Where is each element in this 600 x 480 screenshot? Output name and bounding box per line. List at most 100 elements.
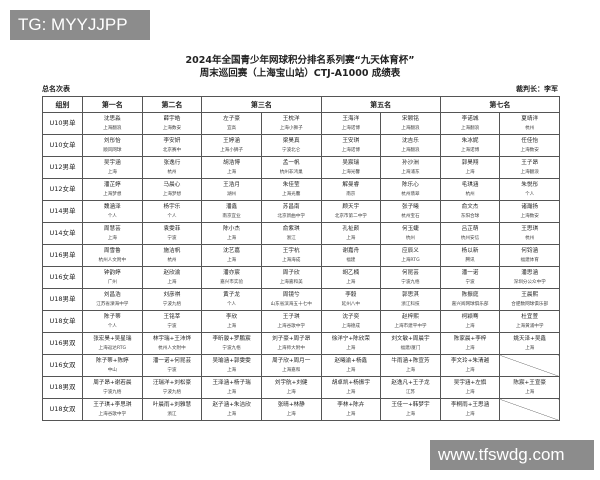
club: 杭州 xyxy=(405,235,416,241)
club: 上海 xyxy=(107,169,117,175)
player: 胡浩博 xyxy=(223,159,240,166)
club: 嘉兴阅网球俱乐部 xyxy=(451,301,489,307)
club: 宁波九梧 xyxy=(401,279,420,285)
result-cell: 王子昂 上海翻浪 xyxy=(499,156,560,179)
club: 上海师大附中 xyxy=(277,345,305,351)
player: 汪瑞洋+刘松豪 xyxy=(152,379,192,386)
result-cell: 钟韵婷 广州 xyxy=(82,266,143,289)
player: 陈乐心 xyxy=(402,181,419,188)
result-cell: 朱佳莹 上海光馨 xyxy=(260,178,322,201)
row: U10女单 刘彤怡 顺风网球 李安妍 北京赛中 王婷涵 上海小狮子 梁昊真 宁波北仑 王安琪 上海诺… xyxy=(42,134,560,157)
result-cell: 王宇杭 上海海成 xyxy=(260,244,322,267)
player: 周镜兮 xyxy=(282,291,300,298)
player: 王铭莘 xyxy=(163,313,181,320)
player: 王婷涵 xyxy=(223,137,240,144)
result-cell: 顾天宇 北京市第二中学 xyxy=(320,200,382,223)
player: 李欣 xyxy=(225,313,238,320)
result-cell: 刘宇航+刘健 上海 xyxy=(260,376,322,399)
player: 顾天宇 xyxy=(342,203,360,210)
group: U14女单 xyxy=(42,222,83,245)
result-cell: 王浩月 湖州 xyxy=(201,178,262,201)
result-cell: 潘一诺 宁波 xyxy=(439,266,501,289)
row: U16女单 钟韵婷 广州 赵欣渝 上海 潘亦宸 嘉兴市实验 周子欣 上海嘉和美 胡乙楠 上海 何昆芸宁… xyxy=(42,266,560,289)
result-cell: 汪瑞洋+刘松豪 宁波九梧 xyxy=(141,376,203,399)
player: 杨宇乐 xyxy=(163,203,181,210)
result-cell: 周慧芸 上海 xyxy=(82,222,143,245)
result-cell: 张子曦 杭州宝石 xyxy=(380,200,441,223)
club: 上海 xyxy=(346,411,356,417)
row: U12女单 潘芷婷 上海梦想 马晨心 上海梦想 王浩月 湖州 朱佳莹 上海光馨 解曼睿 南京 陈乐心杭… xyxy=(42,178,560,201)
club: 上海翻浪 xyxy=(460,125,480,131)
player: 陈子蒂 xyxy=(103,313,121,320)
club: 上海 xyxy=(465,367,475,373)
result-cell: 赵梓熙 上海市建平中学 xyxy=(380,310,441,333)
title: 2024年全国青少年网球积分排名系列赛“九天体育杯” xyxy=(185,55,415,66)
result-cell: 陈小杰 上海 xyxy=(201,222,262,245)
result-cell: 宋颢铭 上海翻浪 xyxy=(380,112,441,135)
player: 沈子奕 xyxy=(342,313,360,320)
club: 杭州 xyxy=(167,257,177,263)
club: 上海 xyxy=(226,389,237,395)
club: 上海 xyxy=(286,411,296,417)
club: 杭州安信 xyxy=(460,235,480,241)
club: 广州 xyxy=(107,279,117,285)
club: 上海 xyxy=(226,367,237,373)
player: 张晴+林静 xyxy=(277,401,305,408)
club: 上海嘉和美 xyxy=(279,279,303,285)
club: 宁波 xyxy=(465,279,475,285)
club: 上海诺博 xyxy=(341,125,360,131)
result-cell: 沈艺嘉 上海 xyxy=(201,244,262,267)
club: 合肥数网球俱乐部 xyxy=(511,301,549,307)
result-cell: 吕芷萌 杭州安信 xyxy=(439,222,501,245)
group: U16女单 xyxy=(42,266,83,289)
club: 杭州 xyxy=(465,191,475,197)
header-row: 组别 第一名 第二名 第三名 第五名 第七名 xyxy=(42,96,561,113)
player: 袁雯菲 xyxy=(163,225,181,232)
referee: 裁判长：李军 xyxy=(516,85,558,93)
result-cell: 张逸行 杭州 xyxy=(141,156,203,179)
group: U18男双 xyxy=(42,376,83,399)
player: 王泽涵+杨子瑞 xyxy=(212,379,251,386)
player: 王宇杭 xyxy=(282,247,300,254)
player: 毛琪涵 xyxy=(461,181,479,188)
empty-cell xyxy=(499,354,560,377)
club: 上海 xyxy=(346,279,356,285)
club: 上海 xyxy=(226,323,237,329)
result-cell: 俞文杰 东阳合球 xyxy=(439,200,501,223)
result-cell: 任佳怡 上海数安 xyxy=(499,134,560,157)
row: U16女双 陈子蒂+陈婷 中山 潘一诺+何昆芸 宁波 吴瑜涵+郭雯雯 上海 周子欣+周月一 上海… xyxy=(42,354,560,377)
club: 上海 xyxy=(346,345,356,351)
result-cell: 俞紫琪 浙江 xyxy=(260,222,322,245)
club: 上海RTG xyxy=(401,257,420,263)
player: 王浩月 xyxy=(223,181,240,188)
result-cell: 魏涵泽 个人 xyxy=(82,200,143,223)
player: 胡卓凯+杨振宇 xyxy=(331,379,370,386)
player: 周雪鲁 xyxy=(103,247,121,254)
result-cell: 刘彦祺 宁波九梧 xyxy=(141,288,203,311)
row: U18女双 王子琪+李思琪 上海谷歌中学 叶晨雨+刘雅慧 浙江 赵子涵+朱洁欣 上海 张晴+林… xyxy=(42,398,560,421)
club: 个人 xyxy=(226,301,237,307)
player: 陈小杰 xyxy=(223,225,240,232)
player: 杜宜萱 xyxy=(521,313,539,320)
group: U18女单 xyxy=(42,310,83,333)
player: 潘芷婷 xyxy=(103,181,121,188)
club: 上海 xyxy=(465,411,475,417)
result-cell: 柯颖骞 上海 xyxy=(439,310,501,333)
player: 李诺城 xyxy=(461,115,479,122)
result-cell: 刘文敏+周晨宇 福建/厦门 xyxy=(380,332,441,355)
column-header: 组别 xyxy=(42,96,83,113)
player: 潘一诺+何昆芸 xyxy=(152,357,192,364)
player: 潘思涵 xyxy=(521,269,539,276)
club: 湖州 xyxy=(226,191,237,197)
club: 杭州非鸿巢 xyxy=(279,169,303,175)
club: 上海 xyxy=(346,235,356,241)
club: 上海 xyxy=(226,411,237,417)
club: 上海 xyxy=(465,345,475,351)
result-cell: 谢嘉舟 福建 xyxy=(320,244,382,267)
row: U14男单 魏涵泽 个人 杨宇乐 个人 潘鑫 南京宜业 苏昌南 北京新曲中学 顾天宇 北京市第二中学… xyxy=(42,200,560,223)
club: 福建/厦门 xyxy=(400,345,421,351)
player: 陈振庭 xyxy=(461,291,479,298)
club: 中山 xyxy=(107,367,117,373)
result-cell: 李欣 上海 xyxy=(201,310,262,333)
player: 俞文杰 xyxy=(461,203,479,210)
